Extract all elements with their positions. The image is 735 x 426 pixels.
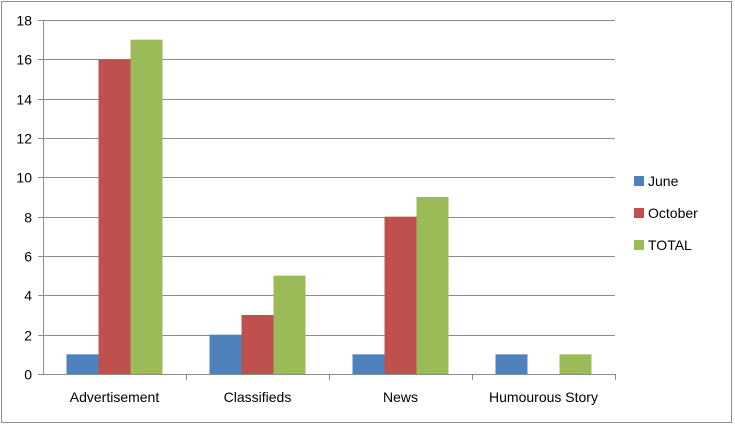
y-tick-label: 8 [24,210,32,226]
y-tick-label: 14 [16,92,32,108]
legend-swatch [634,176,644,186]
bar-october [98,59,131,374]
y-tick-label: 2 [24,328,32,344]
bars [66,39,592,375]
x-axis-ticks: Advertisement Classifieds News Humourous St… [70,389,598,405]
bar-total [273,275,306,374]
y-tick-label: 18 [16,13,32,29]
bar-total [559,354,592,374]
bar-total [416,197,449,374]
y-tick-label: 12 [16,131,32,147]
legend-swatch [634,208,644,218]
legend: June October TOTAL [634,173,698,253]
bar-october [384,216,417,374]
y-axis-ticks: 0 2 4 6 8 10 12 14 16 18 [16,13,32,383]
x-tick-label: Advertisement [70,389,160,405]
bar-june [66,354,99,374]
bar-october [241,315,274,374]
x-tick-label: Classifieds [224,389,292,405]
x-tick-label: Humourous Story [489,389,598,405]
y-tick-label: 10 [16,170,32,186]
axes [38,20,616,380]
legend-label: TOTAL [648,237,692,253]
y-tick-label: 16 [16,52,32,68]
bar-total [130,39,163,375]
y-tick-label: 6 [24,249,32,265]
x-tick-label: News [383,389,418,405]
bar-june [209,334,242,374]
y-tick-label: 0 [24,367,32,383]
bar-june [352,354,385,374]
legend-swatch [634,240,644,250]
legend-label: June [648,173,679,189]
legend-label: October [648,205,698,221]
y-tick-label: 4 [24,288,32,304]
bar-june [495,354,528,374]
